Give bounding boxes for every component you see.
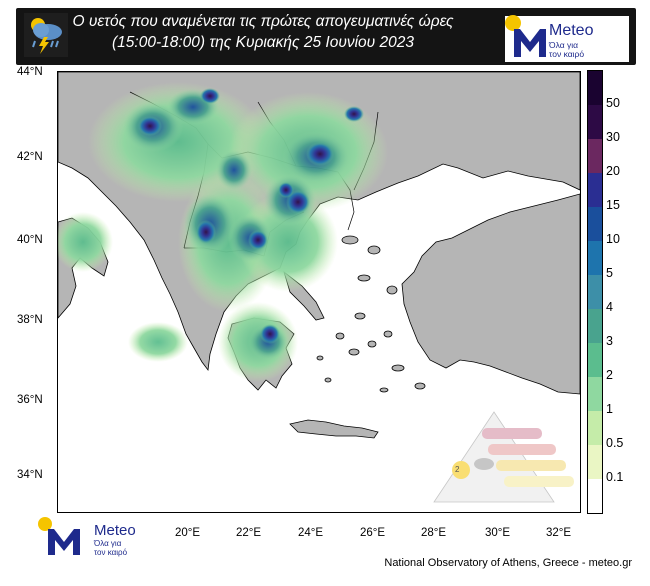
colorbar-label: 30 [606,130,620,144]
lon-label: 20°E [175,527,201,539]
lat-label: 42°N [17,151,43,163]
lat-label: 36°N [17,394,43,406]
colorbar-segment [588,275,602,309]
colorbar-label: 0.5 [606,436,624,450]
risk-pyramid-level: 2 [455,465,460,474]
colorbar-segment [588,411,602,445]
map-title: Ο υετός που αναμένεται τις πρώτες απογευ… [66,11,460,53]
lat-label: 44°N [17,66,43,78]
colorbar-label: 0.1 [606,470,624,484]
lon-label: 32°E [546,527,572,539]
colorbar-segment [588,139,602,173]
colorbar-label: 3 [606,334,613,348]
colorbar-segment [588,309,602,343]
colorbar-segment [588,173,602,207]
logo-top-tagline: Όλα για τον καιρό [549,41,584,59]
colorbar-segment [588,479,602,513]
colorbar-label: 50 [606,96,620,110]
logo-bottom-name: Meteo [94,522,136,539]
title-line-2: (15:00-18:00) της Κυριακής 25 Ιουνίου 20… [112,34,414,51]
lon-label: 22°E [236,527,262,539]
colorbar-segment [588,241,602,275]
lon-label: 24°E [298,527,324,539]
meteo-logo-bottom-icon [38,517,80,555]
logo-bottom-tagline-line1: Όλα για [94,539,122,548]
colorbar-segment [588,105,602,139]
colorbar-label: 2 [606,368,613,382]
colorbar-segment [588,343,602,377]
lon-label: 30°E [485,527,511,539]
map-canvas [58,72,580,503]
risk-pyramid [433,411,574,503]
title-line-1: Ο υετός που αναμένεται τις πρώτες απογευ… [72,13,454,30]
land-anatolia [401,193,580,395]
colorbar-label: 1 [606,402,613,416]
thunderstorm-rain-icon [24,13,68,57]
precipitation-map: 2 [57,71,581,513]
logo-top-name: Meteo [549,22,594,39]
colorbar-segment [588,207,602,241]
colorbar-label: 15 [606,198,620,212]
colorbar-segment [588,377,602,411]
lat-label: 34°N [17,469,43,481]
aegean-islands [316,235,426,393]
logo-top-tagline-line1: Όλα για [549,40,579,50]
colorbar-label: 20 [606,164,620,178]
colorbar-segment [588,445,602,479]
logo-bottom-tagline: Όλα για τον καιρό [94,539,127,557]
colorbar-label: 4 [606,300,613,314]
lat-label: 40°N [17,234,43,246]
land-crete [289,419,379,439]
colorbar-label: 5 [606,266,613,280]
lon-label: 28°E [421,527,447,539]
lat-label: 38°N [17,314,43,326]
logo-bottom-tagline-line2: τον καιρό [94,548,128,557]
colorbar-segment [588,71,602,105]
precipitation-colorbar [587,70,603,514]
logo-top-tagline-line2: τον καιρό [549,49,585,59]
meteo-logo-top-icon [505,15,546,57]
colorbar-label: 10 [606,232,620,246]
credit-text: National Observatory of Athens, Greece -… [384,557,632,569]
precipitation-field [58,82,388,382]
lon-label: 26°E [360,527,386,539]
